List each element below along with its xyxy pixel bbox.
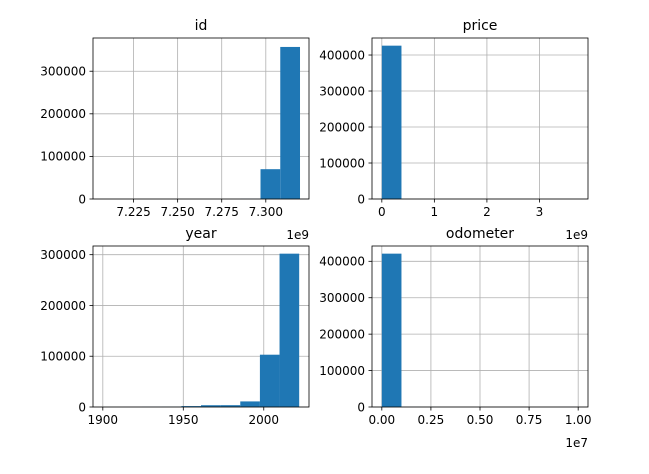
y-tick-label-id-1: 100000 xyxy=(40,150,86,164)
bar-year-7 xyxy=(240,401,260,407)
y-tick-label-id-2: 200000 xyxy=(40,107,86,121)
bar-year-6 xyxy=(220,405,241,407)
y-tick-label-year-3: 300000 xyxy=(40,248,86,262)
bar-id-8 xyxy=(260,169,281,199)
x-tick-label-id-3: 7.300 xyxy=(249,205,283,219)
y-tick-label-odometer-3: 300000 xyxy=(319,291,365,305)
subplot-title-odometer: odometer xyxy=(446,226,514,242)
x-tick-label-odometer-0: 0.00 xyxy=(368,413,395,427)
x-tick-label-odometer-3: 0.75 xyxy=(516,413,543,427)
subplot-odometer: 0.00 0.25 0.50 0.75 1.00 0 100000 200000 300000 4… xyxy=(319,226,591,450)
x-tick-label-price-1: 1 xyxy=(431,205,439,219)
y-tick-label-id-0: 0 xyxy=(78,192,86,206)
y-tick-label-odometer-4: 400000 xyxy=(319,255,365,269)
x-tick-label-year-2: 2000 xyxy=(248,413,279,427)
x-tick-label-year-0: 1900 xyxy=(88,413,119,427)
x-tick-label-year-1: 1950 xyxy=(168,413,199,427)
bar-odometer-0 xyxy=(381,253,402,407)
y-tick-label-price-1: 100000 xyxy=(319,156,365,170)
x-tick-label-price-2: 2 xyxy=(483,205,491,219)
bar-id-9 xyxy=(280,46,301,199)
axes-frame-year xyxy=(92,245,310,408)
x-tick-label-odometer-1: 0.25 xyxy=(418,413,445,427)
x-tick-label-id-0: 7.225 xyxy=(116,205,150,219)
subplot-title-price: price xyxy=(463,18,498,34)
subplot-title-year: year xyxy=(185,226,216,242)
axes-frame-id xyxy=(92,37,310,200)
bar-year-9 xyxy=(279,253,300,407)
subplot-id: 7.225 7.250 7.275 7.300 0 100000 200000 300000 i… xyxy=(40,18,310,242)
bar-year-5 xyxy=(201,405,221,407)
x-tick-label-odometer-4: 1.00 xyxy=(565,413,592,427)
x-tick-label-id-1: 7.250 xyxy=(160,205,194,219)
x-offset-label-id: 1e9 xyxy=(286,228,309,242)
y-tick-label-price-3: 300000 xyxy=(319,84,365,98)
bar-year-8 xyxy=(259,354,280,407)
axes-frame-price xyxy=(371,37,589,200)
y-tick-label-year-2: 200000 xyxy=(40,299,86,313)
x-tick-label-price-0: 0 xyxy=(378,205,386,219)
plot-area-price xyxy=(372,38,588,199)
y-tick-label-odometer-0: 0 xyxy=(357,400,365,414)
bar-price-0 xyxy=(381,45,402,199)
subplot-price: 0 1 2 3 0 100000 200000 300000 400000 price 1e9 xyxy=(319,18,589,242)
x-tick-label-odometer-2: 0.50 xyxy=(467,413,494,427)
y-tick-label-odometer-2: 200000 xyxy=(319,327,365,341)
y-tick-label-year-0: 0 xyxy=(78,400,86,414)
y-tick-label-price-4: 400000 xyxy=(319,48,365,62)
x-tick-label-price-3: 3 xyxy=(536,205,544,219)
y-tick-label-year-1: 100000 xyxy=(40,350,86,364)
y-tick-label-id-3: 300000 xyxy=(40,65,86,79)
subplot-year: 1900 1950 2000 0 100000 200000 300000 year xyxy=(40,226,310,427)
bar-year-4 xyxy=(181,406,201,407)
y-tick-label-odometer-1: 100000 xyxy=(319,364,365,378)
x-offset-label-odometer: 1e7 xyxy=(565,436,588,450)
x-tick-label-id-2: 7.275 xyxy=(205,205,239,219)
y-tick-label-price-0: 0 xyxy=(357,192,365,206)
subplot-title-id: id xyxy=(195,18,208,34)
x-offset-label-price: 1e9 xyxy=(565,228,588,242)
y-tick-label-price-2: 200000 xyxy=(319,120,365,134)
